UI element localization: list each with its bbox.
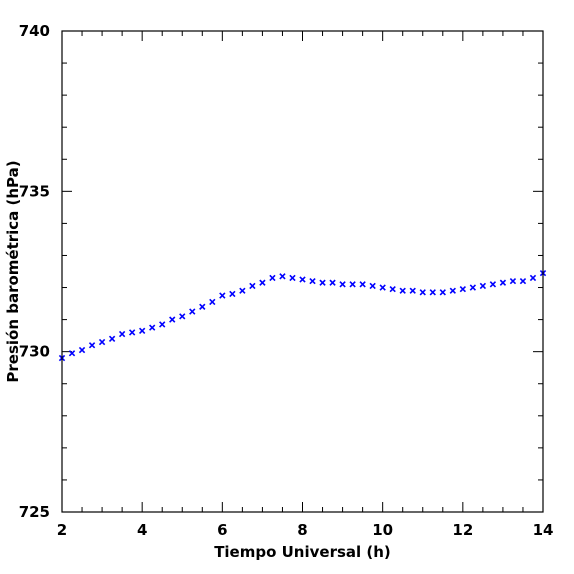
data-point — [339, 281, 346, 288]
data-points — [58, 269, 547, 362]
data-point — [279, 273, 286, 280]
data-point — [429, 289, 436, 296]
data-point — [269, 274, 276, 282]
y-tick-label: 730 — [19, 343, 50, 361]
data-point — [98, 338, 106, 346]
x-tick-label: 2 — [57, 521, 67, 539]
data-point — [389, 285, 396, 293]
data-point — [229, 290, 236, 298]
data-point — [399, 287, 406, 294]
data-point — [68, 350, 76, 357]
data-point — [179, 313, 186, 320]
data-point — [369, 282, 376, 290]
data-point — [259, 279, 266, 286]
data-point — [409, 287, 416, 294]
data-point — [159, 321, 166, 328]
x-tick-labels: 2 4 6 8 10 12 14 — [57, 521, 554, 539]
x-tick-label: 4 — [137, 521, 147, 539]
data-point — [459, 285, 466, 293]
data-point — [469, 284, 477, 291]
data-point — [78, 346, 86, 354]
data-point — [118, 330, 126, 338]
x-tick-label: 12 — [452, 521, 473, 539]
data-point — [88, 342, 96, 349]
data-point — [199, 303, 206, 310]
y-tick-label: 740 — [19, 22, 50, 40]
y-tick-labels: 725 730 735 740 — [19, 22, 50, 521]
data-point — [169, 316, 176, 323]
y-tick-label: 735 — [19, 182, 50, 200]
x-axis-title: Tiempo Universal (h) — [214, 543, 391, 561]
data-point — [509, 277, 517, 285]
data-point — [349, 281, 356, 288]
x-tick-label: 8 — [297, 521, 307, 539]
data-point — [449, 287, 456, 294]
x-tick-label: 6 — [217, 521, 227, 539]
data-point — [419, 289, 426, 296]
data-point — [219, 292, 226, 299]
data-point — [149, 324, 156, 331]
data-point — [128, 329, 136, 336]
data-point — [499, 279, 507, 286]
data-point — [359, 281, 366, 288]
axis-ticks — [61, 30, 544, 513]
y-axis-title: Presión barométrica (hPa) — [4, 160, 22, 382]
data-point — [519, 277, 527, 285]
y-tick-label: 725 — [19, 503, 50, 521]
data-point — [209, 298, 216, 306]
data-point — [329, 279, 336, 286]
data-point — [249, 282, 256, 290]
data-point — [189, 308, 196, 315]
data-point — [479, 282, 487, 290]
data-point — [529, 274, 537, 282]
x-tick-label: 10 — [372, 521, 393, 539]
data-point — [319, 279, 326, 286]
data-point — [289, 274, 296, 282]
data-point — [239, 287, 246, 294]
data-point — [299, 276, 306, 283]
x-tick-label: 14 — [533, 521, 554, 539]
data-point — [489, 281, 497, 288]
data-point — [439, 289, 446, 296]
data-point — [108, 335, 116, 343]
data-point — [139, 327, 146, 334]
data-point — [309, 277, 316, 285]
plot-frame — [61, 30, 544, 513]
data-point — [379, 284, 386, 291]
